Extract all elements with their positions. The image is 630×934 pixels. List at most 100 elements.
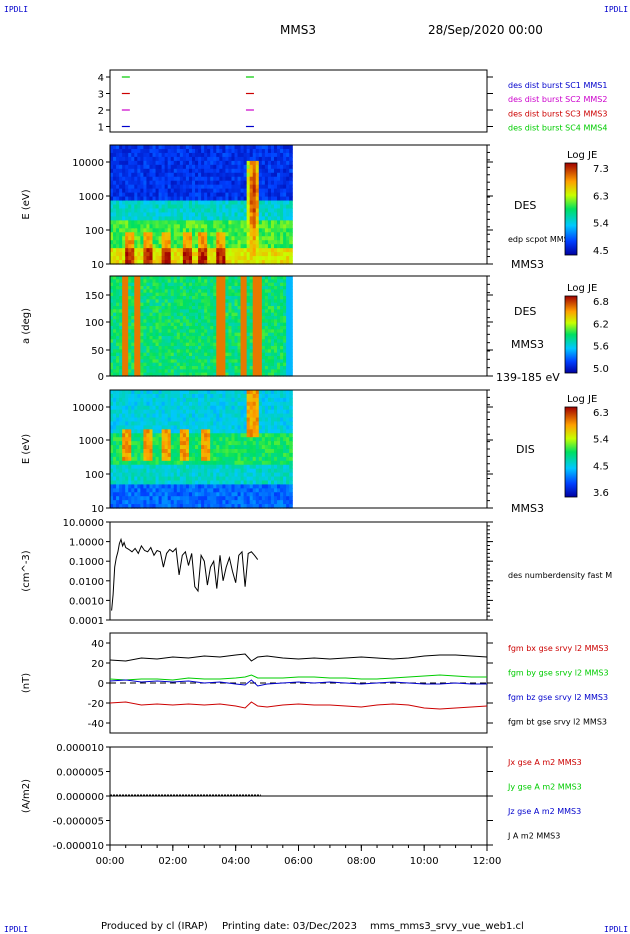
des-pitch-cell <box>146 349 151 354</box>
des-energy-cell <box>289 164 293 170</box>
des-energy-cell <box>273 152 278 158</box>
des-pitch-cell <box>122 286 126 290</box>
des-pitch-cell <box>164 282 169 287</box>
dis-energy-cell <box>161 464 166 470</box>
dis-energy-cell <box>146 433 151 438</box>
dis-energy-cell <box>210 504 214 509</box>
des-pitch-cell <box>125 356 129 360</box>
dis-energy-cell <box>122 472 126 478</box>
dis-energy-cell <box>222 476 227 482</box>
des-pitch-cell <box>240 319 245 324</box>
dis-energy-cell <box>125 456 129 462</box>
des-pitch-cell <box>237 299 242 304</box>
des-pitch-cell <box>110 299 114 304</box>
des-energy-cell <box>119 220 123 225</box>
des-energy-cell <box>237 172 242 178</box>
dis-energy-cell <box>134 445 138 450</box>
des-energy-cell <box>283 152 287 158</box>
dis-energy-cell <box>119 456 123 462</box>
des-energy-cell <box>173 240 178 245</box>
dis-energy-cell <box>207 433 211 438</box>
dis-energy-cell <box>188 452 193 458</box>
dis-energy-cell <box>158 449 163 454</box>
dis-energy-cell <box>110 425 114 430</box>
des-pitch-cell <box>201 279 205 284</box>
des-energy-cell <box>158 184 163 190</box>
dis-energy-cell <box>161 492 166 497</box>
dis-energy-cell <box>207 417 211 423</box>
des-energy-cell <box>216 236 220 241</box>
des-pitch-cell <box>137 362 141 367</box>
des-pitch-cell <box>170 276 175 280</box>
des-pitch-cell <box>207 329 211 334</box>
des-pitch-cell <box>140 356 145 360</box>
des-energy-cell <box>182 156 187 162</box>
des-pitch-cell <box>125 349 129 354</box>
des-energy-cell <box>246 212 251 217</box>
dis-energy-cell <box>149 468 154 474</box>
des-energy-cell <box>167 145 172 150</box>
des-energy-cell <box>179 256 184 261</box>
des-energy-cell <box>201 204 205 210</box>
des-pitch-cell <box>246 352 251 357</box>
dis-energy-cell <box>110 480 114 485</box>
dis-energy-cell <box>191 452 196 458</box>
des-pitch-cell <box>140 339 145 344</box>
des-pitch-cell <box>173 292 178 297</box>
des-pitch-cell <box>137 366 141 370</box>
des-energy-cell <box>289 172 293 178</box>
des-energy-cell <box>270 256 275 261</box>
des-energy-cell <box>249 152 254 158</box>
des-energy-cell <box>164 228 169 233</box>
des-energy-cell <box>258 180 263 186</box>
des-pitch-cell <box>122 319 126 324</box>
des-energy-cell <box>204 240 208 245</box>
dis-energy-cell <box>170 456 175 462</box>
des-pitch-cell <box>222 349 227 354</box>
des-energy-cell <box>234 256 239 261</box>
des-energy-cell <box>158 176 163 182</box>
des-energy-cell <box>198 260 202 265</box>
dis-energy-cell <box>201 429 205 434</box>
des-energy-cell <box>258 216 263 221</box>
des-pitch-cell <box>149 319 154 324</box>
des-energy-cell <box>280 188 284 194</box>
dis-energy-cell <box>149 504 154 509</box>
des-pitch-cell <box>246 346 251 350</box>
des-energy-cell <box>213 160 217 166</box>
des-pitch-cell <box>252 289 257 294</box>
dis-energy-cell <box>188 417 193 423</box>
des-pitch-cell <box>258 292 263 297</box>
dis-energy-cell <box>191 401 196 407</box>
dis-energy-cell <box>173 401 178 407</box>
des-energy-cell <box>167 248 172 253</box>
dis-energy-cell <box>207 464 211 470</box>
des-pitch-cell <box>204 326 208 330</box>
des-pitch-cell <box>173 346 178 350</box>
dis-energy-cell <box>219 390 223 395</box>
des-pitch-cell <box>143 279 148 284</box>
des-energy-cell <box>110 188 114 194</box>
des-pitch-cell <box>222 282 227 287</box>
legend-entry: des dist burst SC4 MMS4 <box>508 124 607 133</box>
dis-energy-cell <box>110 409 114 415</box>
des-energy-cell <box>176 180 181 186</box>
des-pitch-cell <box>191 342 196 347</box>
des-pitch-cell <box>286 322 290 327</box>
dis-energy-cell <box>179 504 184 509</box>
des-energy-cell <box>128 152 132 158</box>
des-pitch-cell <box>249 346 254 350</box>
des-energy-cell <box>204 152 208 158</box>
des-energy-cell <box>146 172 151 178</box>
des-pitch-cell <box>149 339 154 344</box>
des-pitch-cell <box>231 316 236 320</box>
des-energy-cell <box>207 256 211 261</box>
des-energy-cell <box>195 220 199 225</box>
dis-energy-cell <box>116 500 120 505</box>
des-pitch-cell <box>164 342 169 347</box>
des-pitch-cell <box>228 332 233 337</box>
des-pitch-cell <box>155 299 160 304</box>
des-pitch-cell <box>207 366 211 370</box>
colorbar-tick-label: 7.3 <box>593 164 609 175</box>
dis-energy-cell <box>110 488 114 493</box>
